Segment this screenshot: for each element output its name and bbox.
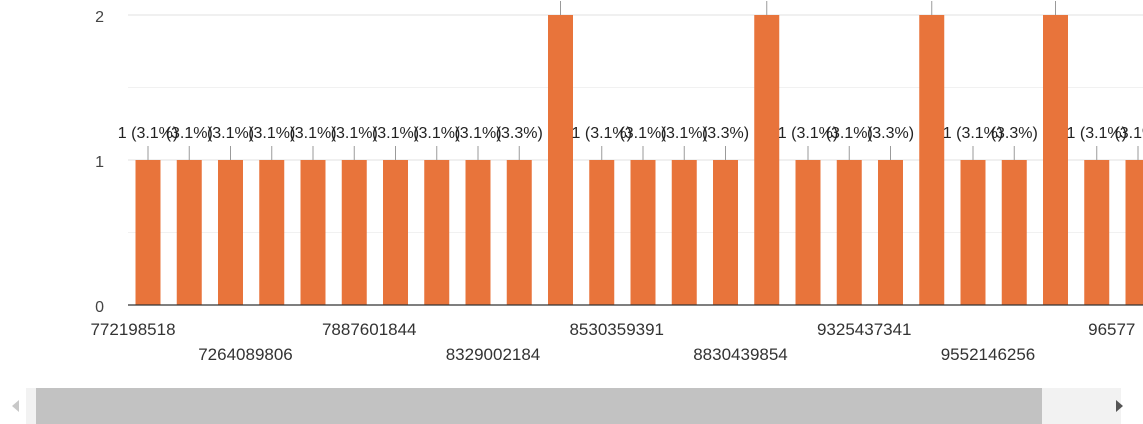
bar [136, 160, 161, 305]
horizontal-scrollbar[interactable] [0, 388, 1143, 424]
scroll-left-arrow-icon[interactable] [4, 388, 26, 424]
bar [548, 15, 573, 305]
bar [961, 160, 986, 305]
data-label: (3.1%) [619, 125, 666, 142]
bar [177, 160, 202, 305]
x-tick-label: 9552146256 [941, 345, 1036, 364]
x-tick-label: 8329002184 [446, 345, 541, 364]
x-tick-label: 7887601844 [322, 320, 417, 339]
data-label: (3.1%) [207, 125, 254, 142]
data-label: (3.1%) [413, 125, 460, 142]
data-label: (3.3%) [867, 125, 914, 142]
scrollbar-thumb[interactable] [36, 388, 1042, 424]
bar [301, 160, 326, 305]
scroll-right-arrow-icon[interactable] [1108, 388, 1130, 424]
bar [507, 160, 532, 305]
x-tick-label: 8830439854 [693, 345, 788, 364]
data-label: (3.1%) [372, 125, 419, 142]
x-tick-label: 7264089806 [198, 345, 293, 364]
bar [218, 160, 243, 305]
bar [1002, 160, 1027, 305]
bar [424, 160, 449, 305]
bar [713, 160, 738, 305]
bar [878, 160, 903, 305]
bar [342, 160, 367, 305]
bar [796, 160, 821, 305]
data-label: (3.1%) [248, 125, 295, 142]
bar [754, 15, 779, 305]
bar [383, 160, 408, 305]
data-label: (3.1%) [1114, 125, 1143, 142]
bar [1084, 160, 1109, 305]
y-tick-label: 2 [95, 9, 104, 26]
bar [631, 160, 656, 305]
data-label: (3.3%) [991, 125, 1038, 142]
data-label: (3.1%) [166, 125, 213, 142]
x-tick-label: 8530359391 [569, 320, 664, 339]
bar [1043, 15, 1068, 305]
bar [919, 15, 944, 305]
data-label: (3.1%) [331, 125, 378, 142]
bar [837, 160, 862, 305]
data-label: (3.1%) [289, 125, 336, 142]
data-label: (3.3%) [496, 125, 543, 142]
x-tick-label: 96577 [1088, 320, 1135, 339]
data-label: (3.1%) [454, 125, 501, 142]
data-label: (3.1%) [826, 125, 873, 142]
y-tick-label: 1 [95, 154, 104, 171]
bar [259, 160, 284, 305]
bar [1126, 160, 1143, 305]
y-tick-label: 0 [95, 299, 104, 316]
x-tick-label: 9325437341 [817, 320, 912, 339]
x-tick-label: 772198518 [90, 320, 175, 339]
bar [466, 160, 491, 305]
bar [672, 160, 697, 305]
data-label: (3.1%) [661, 125, 708, 142]
data-label: (3.3%) [702, 125, 749, 142]
bar [589, 160, 614, 305]
